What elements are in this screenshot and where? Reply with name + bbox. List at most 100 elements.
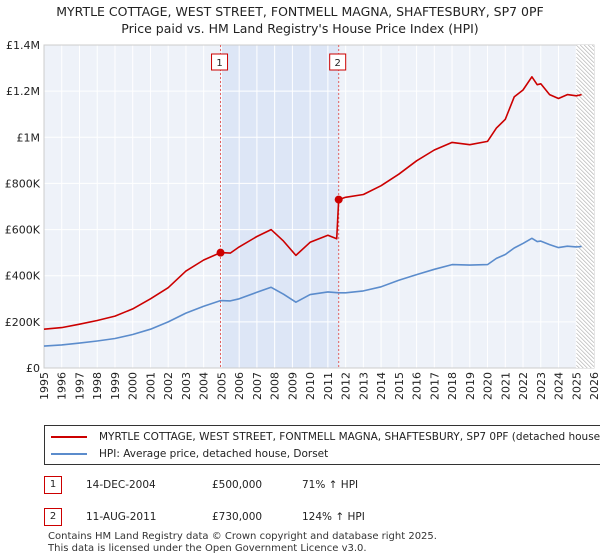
forecast-hatch-line xyxy=(576,168,594,188)
legend-item-property: MYRTLE COTTAGE, WEST STREET, FONTMELL MA… xyxy=(51,429,600,445)
x-tick-label: 1999 xyxy=(109,372,122,400)
forecast-hatch-line xyxy=(576,228,594,248)
x-tick-label: 2025 xyxy=(570,372,583,400)
forecast-hatch-line xyxy=(576,108,594,128)
forecast-hatch-line xyxy=(576,200,594,220)
forecast-hatch-line xyxy=(576,96,594,116)
forecast-hatch-line xyxy=(576,232,594,252)
legend-label-property: MYRTLE COTTAGE, WEST STREET, FONTMELL MA… xyxy=(99,431,600,443)
forecast-hatch-line xyxy=(576,64,594,84)
forecast-hatch-line xyxy=(576,220,594,240)
forecast-hatch-line xyxy=(576,284,594,304)
forecast-hatch-line xyxy=(576,128,594,148)
x-tick-label: 2012 xyxy=(340,372,353,400)
forecast-hatch-line xyxy=(576,328,594,348)
chart-title-address: MYRTLE COTTAGE, WEST STREET, FONTMELL MA… xyxy=(56,4,544,19)
forecast-hatch-line xyxy=(576,348,594,368)
x-tick-label: 2006 xyxy=(233,372,246,400)
x-tick-label: 2002 xyxy=(162,372,175,400)
forecast-hatch-line xyxy=(576,144,594,164)
y-axis-ticks: £0 £200K £400K £600K £800K £1M £1.2M £1.4M xyxy=(5,39,41,375)
forecast-hatch-line xyxy=(576,152,594,172)
transaction-price: £500,000 xyxy=(212,479,263,491)
forecast-hatch-line xyxy=(576,112,594,132)
forecast-hatch-line xyxy=(576,304,594,324)
forecast-hatch-line xyxy=(576,292,594,312)
forecast-hatch-line xyxy=(576,336,594,356)
forecast-hatch-line xyxy=(576,256,594,276)
forecast-hatch-line xyxy=(576,192,594,212)
forecast-hatch-line xyxy=(576,360,584,368)
legend-swatch-hpi xyxy=(51,453,87,455)
forecast-hatch-line xyxy=(576,25,594,43)
forecast-hatch-line xyxy=(576,320,594,340)
forecast-hatch-line xyxy=(576,236,594,256)
forecast-hatch-line xyxy=(576,300,594,320)
x-tick-label: 2020 xyxy=(482,372,495,400)
forecast-hatch-line xyxy=(576,172,594,192)
forecast-hatch-line xyxy=(576,240,594,260)
x-tick-label: 2003 xyxy=(180,372,193,400)
forecast-hatch-line xyxy=(576,272,594,292)
series-line-hpi xyxy=(43,237,582,347)
x-tick-label: 2014 xyxy=(375,372,388,400)
forecast-hatch-line xyxy=(576,212,594,232)
forecast-hatch-line xyxy=(576,296,594,316)
transaction-point xyxy=(334,195,343,204)
forecast-hatch-line xyxy=(576,204,594,224)
forecast-hatch-line xyxy=(576,260,594,280)
y-tick-label: £1.2M xyxy=(6,85,40,98)
footer-copyright: Contains HM Land Registry data © Crown c… xyxy=(48,531,437,542)
x-tick-label: 1995 xyxy=(38,372,51,400)
x-tick-label: 2021 xyxy=(499,372,512,400)
forecast-hatch-line xyxy=(576,332,594,352)
forecast-hatch-line xyxy=(576,312,594,332)
x-tick-label: 1997 xyxy=(73,372,86,400)
transaction-date: 14-DEC-2004 xyxy=(86,479,156,491)
transaction-date: 11-AUG-2011 xyxy=(86,511,157,523)
forecast-hatch-line xyxy=(576,52,594,72)
forecast-hatch-line xyxy=(576,364,580,368)
forecast-hatch xyxy=(576,25,594,368)
forecast-hatch-line xyxy=(576,356,588,368)
forecast-hatch-line xyxy=(576,316,594,336)
annotation-label: 2 xyxy=(335,58,341,69)
forecast-hatch-line xyxy=(576,72,594,92)
forecast-hatch-line xyxy=(576,352,592,368)
forecast-hatch-line xyxy=(576,84,594,104)
forecast-hatch-line xyxy=(576,136,594,156)
forecast-hatch-line xyxy=(576,120,594,140)
forecast-hatch-line xyxy=(576,156,594,176)
ownership-shaded-span xyxy=(220,45,339,368)
forecast-hatch-line xyxy=(591,45,594,48)
forecast-hatch-line xyxy=(576,188,594,208)
forecast-hatch-line xyxy=(587,45,594,52)
forecast-hatch-line xyxy=(576,340,594,360)
annotation-box xyxy=(329,53,347,71)
x-tick-label: 2018 xyxy=(446,372,459,400)
y-tick-label: £800K xyxy=(5,177,41,190)
x-tick-label: 2008 xyxy=(269,372,282,400)
forecast-hatch-line xyxy=(576,60,594,80)
forecast-hatch-line xyxy=(576,252,594,272)
x-tick-label: 2019 xyxy=(464,372,477,400)
forecast-hatch-line xyxy=(576,280,594,300)
legend-item-hpi: HPI: Average price, detached house, Dors… xyxy=(51,446,328,462)
x-tick-label: 2015 xyxy=(393,372,406,400)
x-tick-label: 2023 xyxy=(535,372,548,400)
transaction-point xyxy=(216,248,225,257)
x-tick-label: 2004 xyxy=(198,372,211,400)
forecast-hatch-line xyxy=(576,216,594,236)
forecast-hatch-line xyxy=(576,248,594,268)
forecast-hatch-line xyxy=(576,76,594,96)
y-tick-label: £200K xyxy=(5,316,41,329)
transaction-badge: 2 xyxy=(44,508,62,526)
x-tick-label: 2010 xyxy=(304,372,317,400)
forecast-hatch-line xyxy=(576,140,594,160)
forecast-hatch-line xyxy=(576,184,594,204)
annotation-box xyxy=(211,53,229,71)
forecast-hatch-line xyxy=(576,324,594,344)
forecast-hatch-line xyxy=(576,160,594,180)
y-tick-label: £600K xyxy=(5,224,41,237)
